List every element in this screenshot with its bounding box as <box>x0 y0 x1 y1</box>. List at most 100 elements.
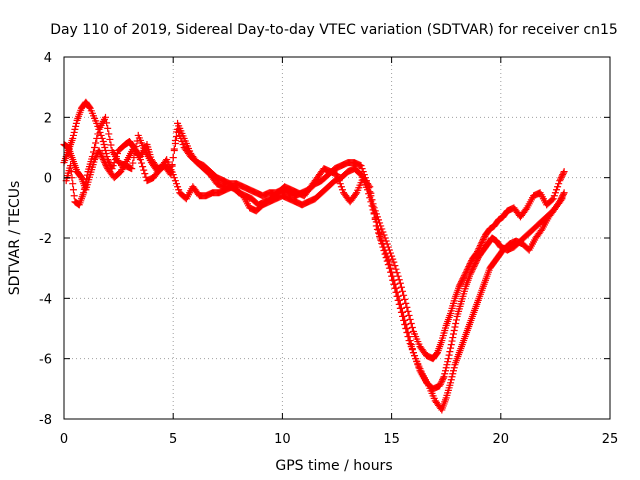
data-point <box>405 311 413 319</box>
data-point <box>69 180 77 188</box>
chart-title: Day 110 of 2019, Sidereal Day-to-day VTE… <box>50 22 618 38</box>
data-point <box>357 162 365 170</box>
data-point <box>467 269 475 277</box>
data-point <box>93 134 101 142</box>
data-point <box>101 159 109 167</box>
data-point <box>139 163 147 171</box>
data-point <box>70 192 78 200</box>
x-tick-label: 5 <box>169 432 177 447</box>
data-point <box>106 135 114 143</box>
data-point <box>466 270 474 278</box>
data-point <box>141 170 149 178</box>
data-point <box>376 232 384 240</box>
data-point <box>368 196 376 204</box>
data-point <box>550 192 558 200</box>
data-point <box>559 171 567 179</box>
y-tick-label: 2 <box>44 111 52 126</box>
data-point <box>449 330 457 338</box>
y-tick-label: 0 <box>44 172 52 187</box>
data-point <box>337 183 345 191</box>
data-point <box>442 364 450 372</box>
data-point <box>438 377 446 385</box>
data-point <box>433 350 441 358</box>
data-point <box>104 124 112 132</box>
data-point <box>468 266 476 274</box>
data-point <box>449 367 457 375</box>
data-point <box>179 140 187 148</box>
data-point <box>471 260 479 268</box>
data-point <box>97 151 105 159</box>
data-point <box>103 119 111 127</box>
data-point <box>439 376 447 384</box>
data-point <box>77 173 85 181</box>
data-point <box>174 183 182 191</box>
data-point <box>406 315 414 323</box>
data-point <box>479 237 487 245</box>
data-point <box>447 376 455 384</box>
x-tick-label: 10 <box>274 432 291 447</box>
data-point <box>397 308 405 316</box>
data-point <box>388 272 396 280</box>
data-point <box>138 159 146 167</box>
data-point <box>380 247 388 255</box>
data-point <box>399 287 407 295</box>
data-point <box>558 195 566 203</box>
data-point <box>373 225 381 233</box>
data-point <box>400 316 408 324</box>
data-point <box>171 177 179 185</box>
data-point <box>556 177 564 185</box>
data-point <box>85 103 93 111</box>
data-point <box>140 166 148 174</box>
data-point <box>377 236 385 244</box>
data-point <box>387 268 395 276</box>
x-tick-label: 0 <box>60 432 68 447</box>
data-point <box>456 281 464 289</box>
data-point <box>69 186 77 194</box>
data-point <box>99 154 107 162</box>
data-point <box>397 283 405 291</box>
data-point <box>447 379 455 387</box>
data-point <box>102 162 110 170</box>
data-point <box>480 234 488 242</box>
data-point <box>402 299 410 307</box>
data-point <box>394 296 402 304</box>
data-point <box>446 348 454 356</box>
data-point <box>411 352 419 360</box>
data-point <box>452 316 460 324</box>
data-point <box>384 261 392 269</box>
data-point <box>479 236 487 244</box>
data-point <box>336 180 344 188</box>
data-point <box>444 355 452 363</box>
data-point <box>94 130 102 138</box>
series-track-c <box>60 140 566 414</box>
data-point <box>403 303 411 311</box>
data-point <box>559 169 567 177</box>
data-point <box>396 279 404 287</box>
data-point <box>101 113 109 121</box>
data-point <box>450 327 458 335</box>
data-point <box>452 319 460 327</box>
data-point <box>405 337 413 345</box>
data-point <box>554 183 562 191</box>
data-point <box>169 171 177 179</box>
data-point <box>391 284 399 292</box>
data-point <box>71 125 79 133</box>
data-point <box>99 137 107 145</box>
y-tick-label: -2 <box>39 232 52 247</box>
data-point <box>448 337 456 345</box>
data-point <box>391 262 399 270</box>
data-point <box>409 349 417 357</box>
data-point <box>382 254 390 262</box>
data-point <box>408 346 416 354</box>
data-point <box>556 175 564 183</box>
data-point <box>338 186 346 194</box>
data-point <box>367 189 375 197</box>
data-point <box>449 370 457 378</box>
data-point <box>101 147 109 155</box>
data-point <box>555 180 563 188</box>
data-point <box>128 165 136 173</box>
y-tick-label: -8 <box>39 413 52 428</box>
x-tick-label: 20 <box>493 432 510 447</box>
data-point <box>109 162 117 170</box>
data-point <box>468 267 476 275</box>
